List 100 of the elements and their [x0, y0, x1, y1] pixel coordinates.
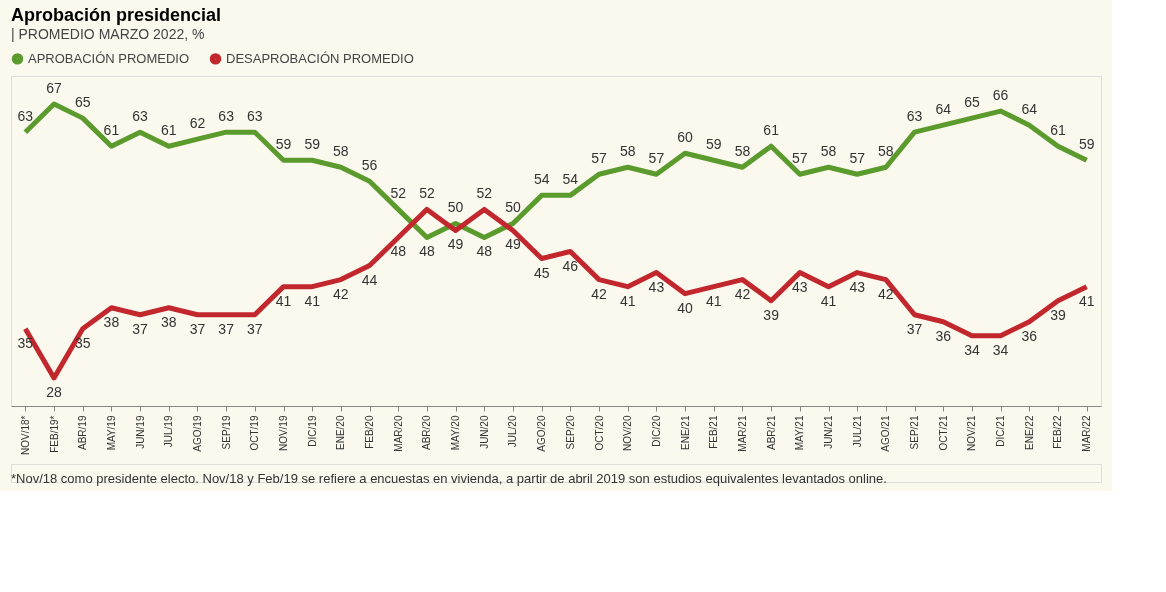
data-label: 58	[734, 143, 751, 160]
data-label: 46	[562, 257, 579, 274]
data-label: 61	[103, 122, 120, 139]
x-tick-label: NOV/18*	[19, 415, 31, 455]
x-tick-label: DIC/19	[306, 415, 318, 447]
x-tick-label: MAY/21	[794, 415, 806, 451]
data-label: 41	[1078, 292, 1095, 309]
data-label: 41	[304, 292, 321, 309]
data-label: 44	[361, 271, 378, 288]
data-label: 64	[1021, 101, 1038, 118]
data-label: 49	[447, 236, 464, 253]
data-label: 43	[792, 278, 808, 295]
data-label: 48	[476, 243, 493, 260]
data-label: 63	[132, 108, 149, 125]
data-label: 37	[189, 320, 206, 337]
x-tick-label: ENE/20	[335, 415, 347, 450]
data-label: 54	[533, 171, 550, 188]
x-tick-label: JUL/21	[851, 415, 863, 448]
x-tick-label: OCT/20	[593, 415, 605, 451]
x-tick-label: ENE/22	[1023, 415, 1035, 450]
data-label: 52	[419, 185, 435, 202]
data-label: 36	[1021, 327, 1038, 344]
x-tick-label: DIC/21	[995, 415, 1007, 447]
data-label: 54	[562, 171, 579, 188]
data-label: 39	[1050, 306, 1066, 323]
data-label: 59	[275, 136, 292, 153]
data-label: 41	[705, 292, 722, 309]
x-tick-label: ENE/21	[679, 415, 691, 450]
x-tick-label: DIC/20	[650, 415, 662, 447]
x-tick-label: JUN/19	[134, 415, 146, 449]
data-label: 52	[390, 185, 407, 202]
x-tick-label: FEB/20	[364, 415, 376, 449]
x-tick-label: SEP/19	[220, 415, 232, 450]
data-label: 58	[878, 143, 894, 160]
data-label: 38	[160, 313, 177, 330]
data-label: 63	[247, 108, 263, 125]
x-tick-label: MAR/21	[736, 415, 748, 452]
x-tick-label: OCT/19	[249, 415, 261, 451]
data-label: 34	[964, 341, 980, 358]
x-tick-label: ABR/21	[765, 415, 777, 450]
data-label: 57	[792, 150, 808, 167]
data-label: 49	[505, 236, 521, 253]
data-label: 58	[619, 143, 636, 160]
data-label: 50	[505, 199, 521, 216]
x-tick-label: AGO/19	[191, 415, 203, 452]
text: *Nov/18 como presidente electo. Nov/18 y Feb/19 se refiere a encuestas en vivienda, a partir de abril 2019 son estudios equivalentes levantados online.	[11, 471, 887, 486]
data-label: 65	[964, 94, 980, 111]
data-label: 34	[992, 341, 1009, 358]
x-tick-label: JUN/20	[478, 415, 490, 449]
data-label: 63	[218, 108, 235, 125]
x-tick-label: FEB/22	[1052, 415, 1064, 449]
data-label: 42	[878, 285, 894, 302]
data-label: 43	[849, 278, 866, 295]
x-tick-label: MAY/19	[105, 415, 117, 451]
data-label: 37	[906, 320, 923, 337]
x-tick-label: JUL/20	[507, 415, 519, 448]
x-tick-label: SEP/21	[909, 415, 921, 450]
x-tick-label: SEP/20	[564, 415, 576, 450]
x-tick-label: JUL/19	[163, 415, 175, 448]
x-tick-label: ABR/20	[421, 415, 433, 450]
data-label: 36	[935, 327, 952, 344]
x-tick-label: NOV/20	[622, 415, 634, 452]
x-tick-label: JUN/21	[823, 415, 834, 449]
data-label: 45	[533, 264, 550, 281]
data-label: 39	[763, 306, 780, 323]
data-label: 28	[46, 383, 63, 400]
x-tick-label: MAR/22	[1081, 415, 1093, 452]
data-label: 42	[333, 285, 349, 302]
data-label: 37	[132, 320, 149, 337]
data-label: 48	[419, 243, 435, 260]
data-label: 57	[849, 150, 866, 167]
data-label: 58	[333, 143, 349, 160]
data-label: 37	[247, 320, 263, 337]
chart-title: Aprobación presidencial	[11, 5, 222, 25]
data-label: 62	[189, 115, 206, 132]
data-label: 42	[734, 285, 751, 302]
data-label: 59	[1078, 136, 1095, 153]
x-tick-label: FEB/21	[708, 415, 720, 449]
data-label: 43	[648, 278, 665, 295]
x-tick-label: NOV/19	[278, 415, 289, 452]
data-label: 35	[74, 334, 91, 351]
data-label: 35	[17, 334, 34, 351]
data-label: 63	[906, 108, 923, 125]
data-label: 64	[935, 101, 952, 118]
data-label: 66	[992, 87, 1009, 104]
data-label: 61	[160, 122, 177, 139]
data-label: 40	[677, 299, 694, 316]
data-label: 52	[476, 185, 493, 202]
data-label: 38	[103, 313, 120, 330]
data-label: 59	[705, 136, 722, 153]
data-label: 48	[390, 243, 407, 260]
data-label: 37	[218, 320, 235, 337]
data-label: 61	[1050, 122, 1066, 139]
data-label: 56	[361, 157, 378, 174]
data-label: 59	[304, 136, 321, 153]
chart-subtitle: | PROMEDIO MARZO 2022, %	[11, 26, 205, 42]
legend-label: DESAPROBACIÓN PROMEDIO	[226, 50, 414, 66]
data-label: 63	[17, 108, 34, 125]
data-label: 57	[648, 150, 665, 167]
x-tick-label: AGO/21	[880, 415, 892, 452]
